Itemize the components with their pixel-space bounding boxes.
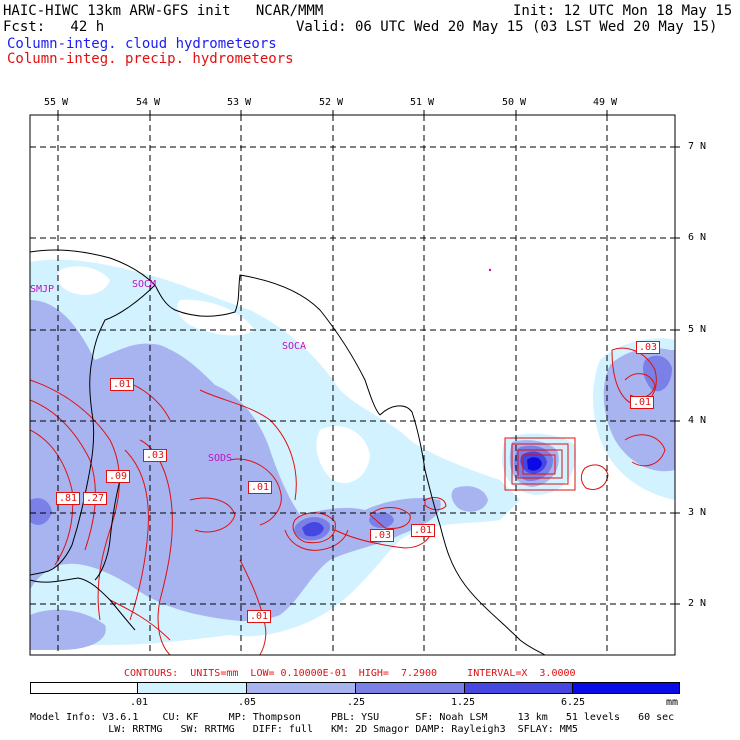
contour-label: .81 <box>56 492 81 505</box>
colorbar-label: .01 <box>130 697 149 708</box>
colorbar-swatch <box>30 682 138 694</box>
lon-label: 55 W <box>44 97 69 108</box>
colorbar-swatch <box>464 682 573 694</box>
station-marker <box>488 268 492 272</box>
contour-label: .09 <box>106 470 131 483</box>
valid-time: Valid: 06 UTC Wed 20 May 15 (03 LST Wed … <box>296 19 718 35</box>
precip-field-label: Column-integ. precip. hydrometeors <box>7 51 294 67</box>
contour-label: .01 <box>630 396 655 409</box>
map-frame <box>29 114 676 656</box>
lat-label: 6 N <box>688 232 707 243</box>
lat-label: 2 N <box>688 598 707 609</box>
lat-label: 5 N <box>688 324 707 335</box>
station-label: SOCA <box>282 341 307 352</box>
init-time: Init: 12 UTC Mon 18 May 15 <box>513 3 733 19</box>
contour-label: .01 <box>248 481 273 494</box>
axis-ticks <box>57 110 680 605</box>
colorbar-swatch <box>355 682 465 694</box>
contour-label: .03 <box>636 341 661 354</box>
lat-lon-grid <box>30 115 675 655</box>
colorbar-label: 1.25 <box>451 697 476 708</box>
lat-label: 7 N <box>688 141 707 152</box>
lat-label: 4 N <box>688 415 707 426</box>
colorbar-label: 6.25 <box>561 697 586 708</box>
coastline <box>30 249 546 655</box>
model-info-line2: LW: RRTMG SW: RRTMG DIFF: full KM: 2D Sm… <box>30 724 578 735</box>
model-title: HAIC-HIWC 13km ARW-GFS init NCAR/MMM <box>3 3 324 19</box>
station-label: SOCM <box>132 279 157 290</box>
lat-label: 3 N <box>688 507 707 518</box>
colorbar-swatch <box>246 682 356 694</box>
cloud-field-label: Column-integ. cloud hydrometeors <box>7 36 277 52</box>
station-label: SODS <box>208 453 233 464</box>
colorbar-label: .25 <box>347 697 366 708</box>
contour-label: .01 <box>110 378 135 391</box>
contour-label: .01 <box>247 610 272 623</box>
colorbar-label: .05 <box>238 697 257 708</box>
contour-label: .27 <box>83 492 108 505</box>
colorbar-swatch <box>137 682 247 694</box>
lon-label: 54 W <box>136 97 161 108</box>
colorbar-unit: mm <box>666 697 679 708</box>
forecast-hour: Fcst: 42 h <box>3 19 105 35</box>
contour-label: .03 <box>370 529 395 542</box>
lon-label: 50 W <box>502 97 527 108</box>
model-info-line1: Model Info: V3.6.1 CU: KF MP: Thompson P… <box>30 712 675 723</box>
contour-label: .03 <box>143 449 168 462</box>
lon-label: 49 W <box>593 97 618 108</box>
contour-label: .01 <box>411 524 436 537</box>
contour-info: CONTOURS: UNITS=mm LOW= 0.10000E-01 HIGH… <box>124 668 576 679</box>
lon-label: 51 W <box>410 97 435 108</box>
lon-label: 53 W <box>227 97 252 108</box>
colorbar-swatch <box>572 682 680 694</box>
lon-label: 52 W <box>319 97 344 108</box>
station-label: SMJP <box>30 284 55 295</box>
